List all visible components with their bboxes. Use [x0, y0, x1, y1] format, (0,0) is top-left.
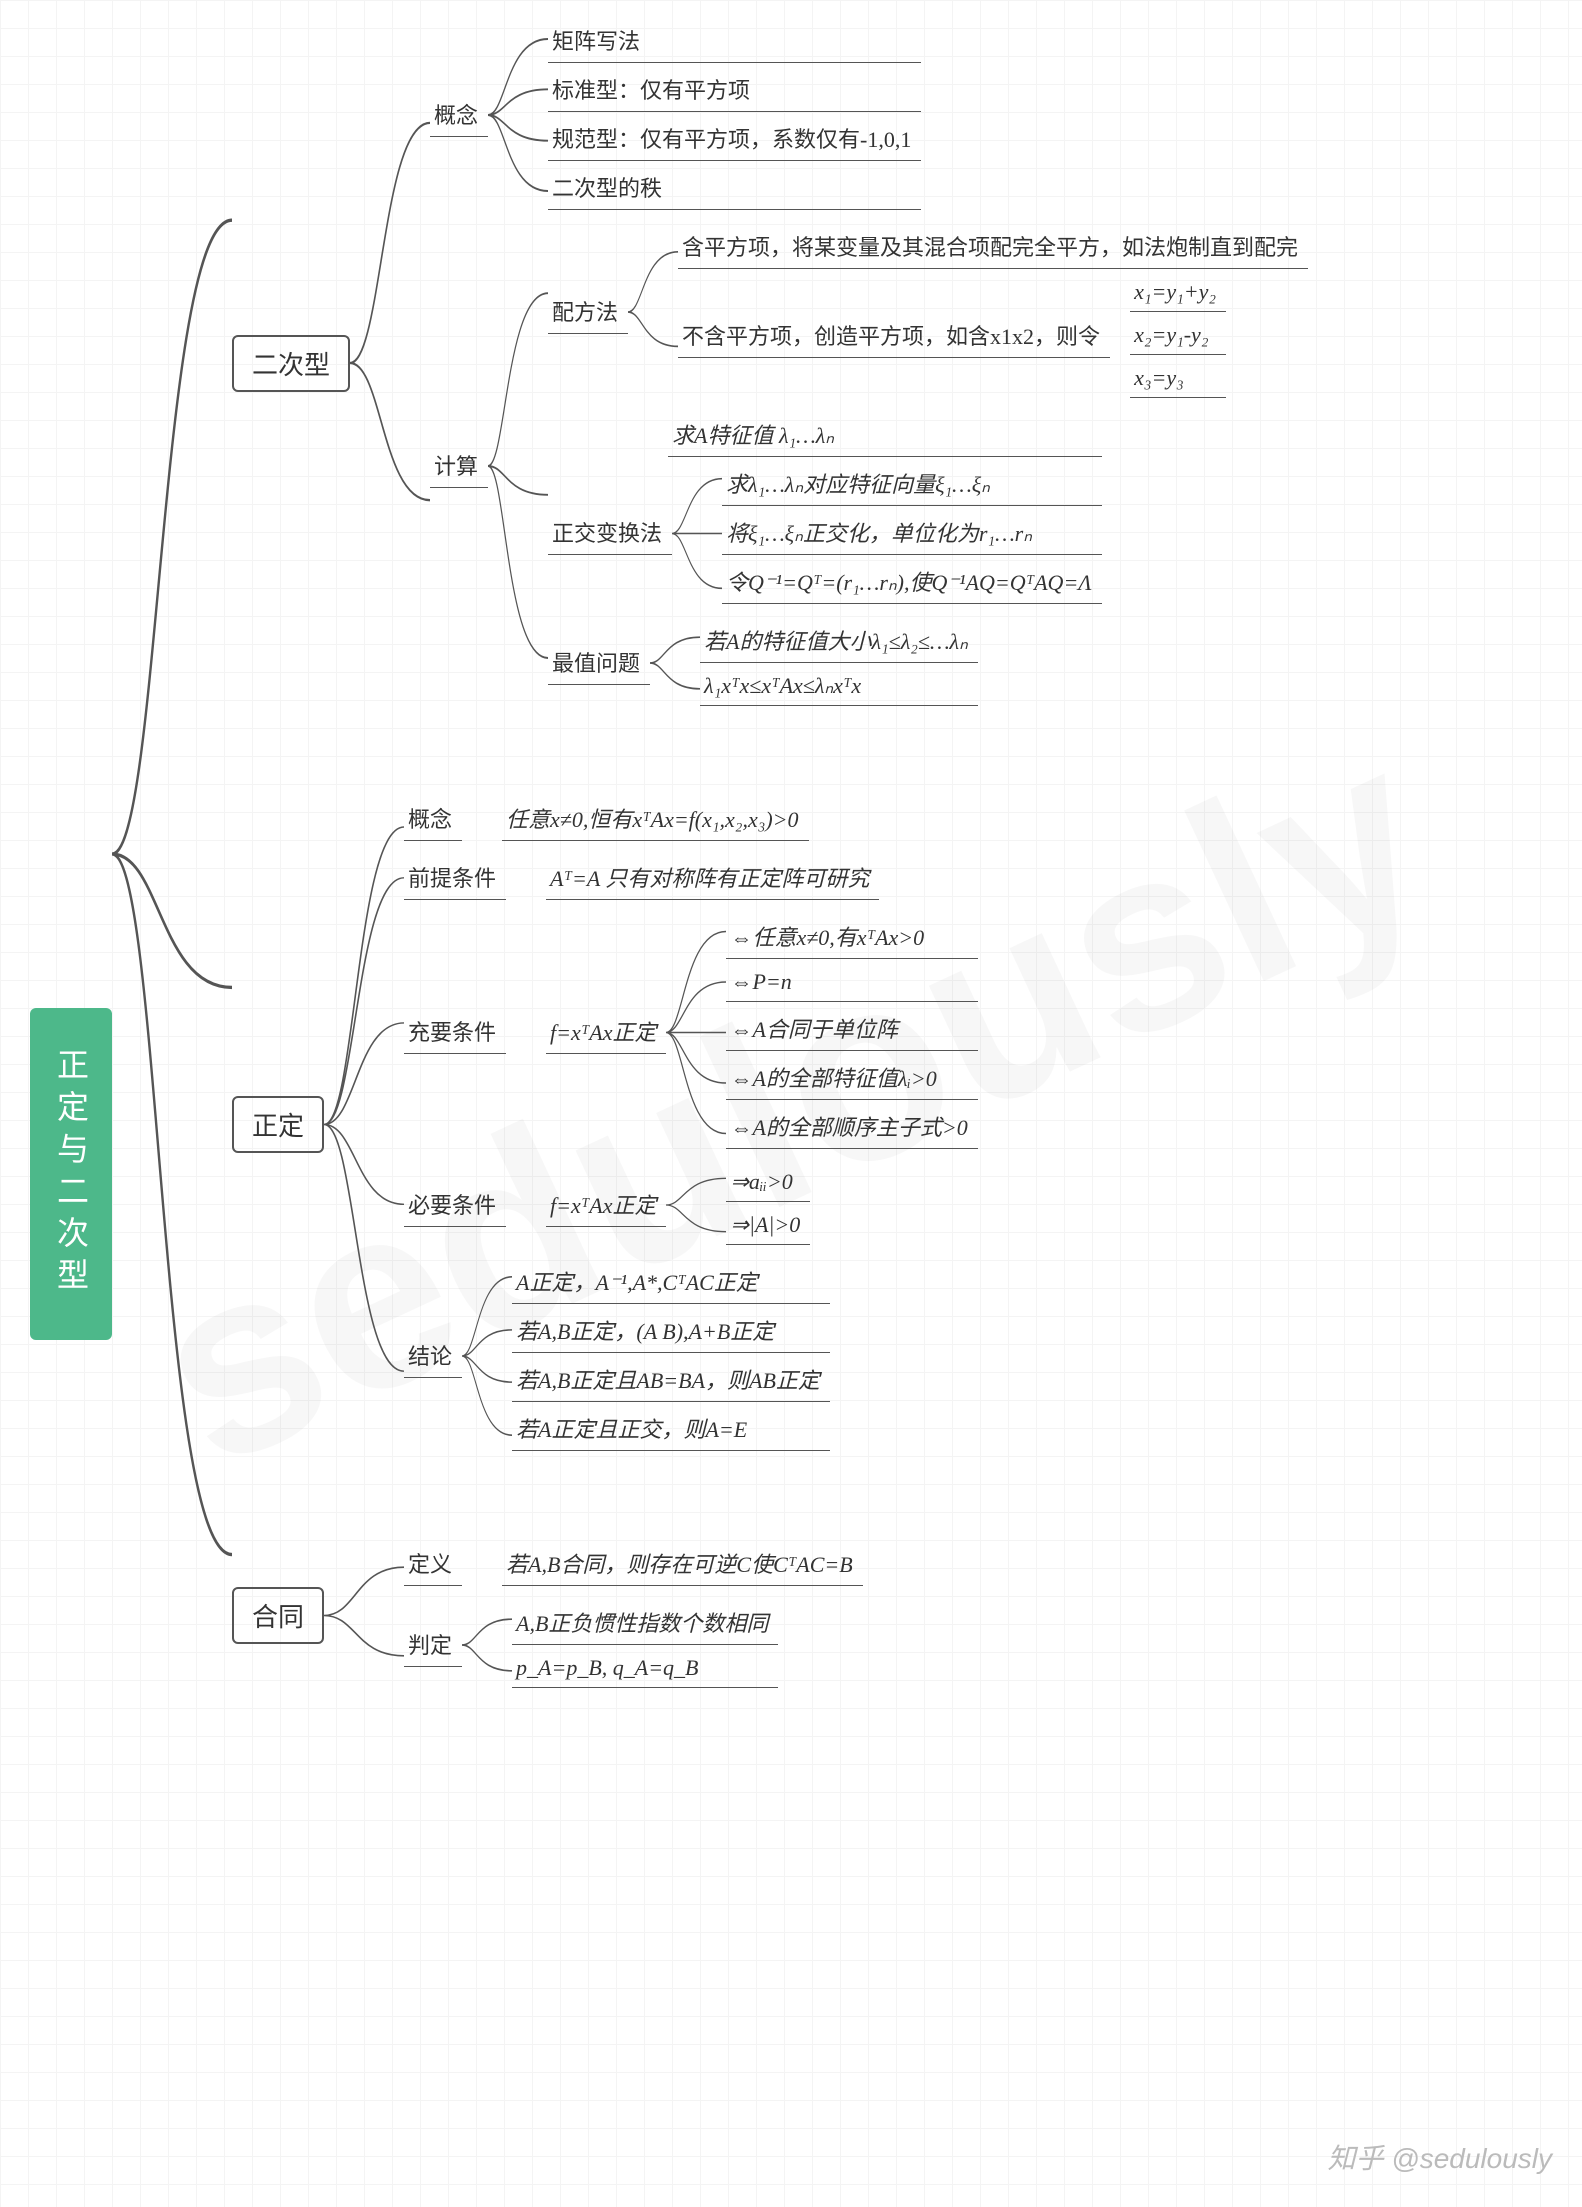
leaf: Aᵀ=A 只有对称阵有正定阵可研究 [546, 857, 879, 900]
leaf: ⇔A的全部特征值λᵢ>0 [726, 1057, 977, 1100]
leaf: 若A正定且正交，则A=E [512, 1408, 830, 1451]
leaf: p_A=p_B, q_A=q_B [512, 1651, 778, 1688]
n-pos-concl: 结论 [404, 1335, 462, 1378]
n-pos-suff: 充要条件 [404, 1011, 506, 1054]
n-concept: 概念 [430, 94, 488, 137]
n-congruent: 合同 [232, 1587, 324, 1644]
leaf: A,B正负惯性指数个数相同 [512, 1602, 778, 1645]
leaf: 若A,B合同，则存在可逆C使CᵀAC=B [502, 1543, 863, 1586]
n-pos-nec: 必要条件 [404, 1184, 506, 1227]
n-orth: 正交变换法 [548, 512, 672, 555]
leaf: f=xᵀAx正定 [546, 1184, 666, 1227]
n-quadratic: 二次型 [232, 335, 350, 392]
leaf: 求A特征值 λ₁…λₙ [668, 414, 1102, 457]
n-compute: 计算 [430, 445, 488, 488]
n-pos-pre: 前提条件 [404, 857, 506, 900]
n-pos-concept: 概念 [404, 798, 462, 841]
leaf: λ₁xᵀx≤xᵀAx≤λₙxᵀx [700, 669, 978, 706]
n-sq: 配方法 [548, 291, 628, 334]
root-node: 正定与二次型 [30, 1008, 112, 1340]
leaf: 矩阵写法 [548, 20, 921, 63]
leaf: x₁=y₁+y₂ [1130, 275, 1226, 312]
leaf: ⇔A的全部顺序主子式>0 [726, 1106, 977, 1149]
n-ext: 最值问题 [548, 642, 650, 685]
leaf: 将ξ₁…ξₙ正交化，单位化为r₁…rₙ [722, 512, 1102, 555]
leaf: x₂=y₁-y₂ [1130, 318, 1226, 355]
leaf: ⇒aᵢᵢ>0 [726, 1165, 810, 1202]
n-positive: 正定 [232, 1096, 324, 1153]
leaf: 求λ₁…λₙ对应特征向量ξ₁…ξₙ [722, 463, 1102, 506]
leaf: 令Q⁻¹=Qᵀ=(r₁…rₙ),使Q⁻¹AQ=QᵀAQ=Λ [722, 561, 1102, 604]
leaf: 规范型：仅有平方项，系数仅有-1,0,1 [548, 118, 921, 161]
branch-congruent: 合同 定义 若A,B合同，则存在可逆C使CᵀAC=B 判定 A,B正负惯性指数个… [232, 1543, 1308, 1688]
leaf: 若A,B正定，(A B),A+B正定 [512, 1310, 830, 1353]
leaf: ⇔A合同于单位阵 [726, 1008, 977, 1051]
leaf: 若A的特征值大小λ₁≤λ₂≤…λₙ [700, 620, 978, 663]
root-connector [112, 20, 232, 1688]
leaf: ⇔P=n [726, 965, 977, 1002]
watermark-text: 知乎 @sedulously [1327, 2137, 1552, 2177]
n-cong-judge: 判定 [404, 1624, 462, 1667]
mindmap: 正定与二次型 二次型 概念 矩阵写法 标准型：仅有平方项 规范型：仅有平方项，系… [30, 20, 1308, 1688]
leaf: 任意x≠0,恒有xᵀAx=f(x₁,x₂,x₃)>0 [502, 798, 809, 841]
leaf: 标准型：仅有平方项 [548, 69, 921, 112]
n-cong-def: 定义 [404, 1543, 462, 1586]
leaf: 不含平方项，创造平方项，如含x1x2，则令 [678, 315, 1110, 358]
leaf: 若A,B正定且AB=BA，则AB正定 [512, 1359, 830, 1402]
leaf: x₃=y₃ [1130, 361, 1226, 398]
leaf: f=xᵀAx正定 [546, 1011, 666, 1054]
branch-positive: 正定 概念 任意x≠0,恒有xᵀAx=f(x₁,x₂,x₃)>0 前提条件 Aᵀ… [232, 798, 1308, 1451]
leaf: ⇔任意x≠0,有xᵀAx>0 [726, 916, 977, 959]
branch-quadratic: 二次型 概念 矩阵写法 标准型：仅有平方项 规范型：仅有平方项，系数仅有-1,0… [232, 20, 1308, 706]
leaf: A正定，A⁻¹,A*,CᵀAC正定 [512, 1261, 830, 1304]
leaf: 二次型的秩 [548, 167, 921, 210]
leaf: ⇒|A|>0 [726, 1208, 810, 1245]
leaf: 含平方项，将某变量及其混合项配完全平方，如法炮制直到配完 [678, 226, 1308, 269]
